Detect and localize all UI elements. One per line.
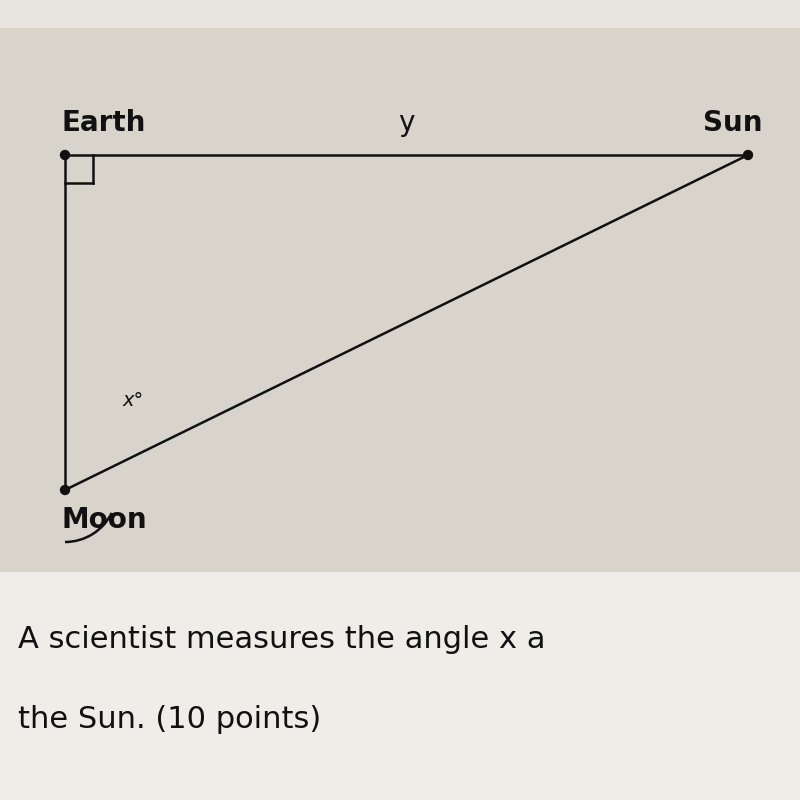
Text: Earth: Earth <box>61 109 146 137</box>
Text: A scientist measures the angle x a: A scientist measures the angle x a <box>18 626 546 654</box>
Text: x°: x° <box>123 390 144 410</box>
Text: y: y <box>398 109 414 137</box>
Text: Sun: Sun <box>703 109 762 137</box>
Circle shape <box>61 150 70 159</box>
Bar <box>0 572 800 800</box>
Text: Moon: Moon <box>61 506 146 534</box>
Circle shape <box>743 150 753 159</box>
Text: the Sun. (10 points): the Sun. (10 points) <box>18 706 322 734</box>
Circle shape <box>61 486 70 494</box>
Bar <box>0 0 800 28</box>
